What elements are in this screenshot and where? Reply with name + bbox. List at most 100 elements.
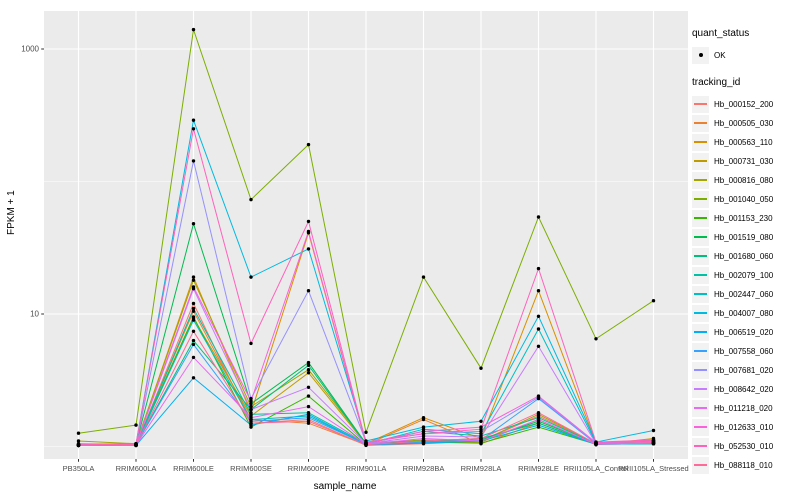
legend-item-label: Hb_001680_060: [714, 251, 774, 261]
legend-key-box: [692, 152, 709, 170]
legend-line-swatch: [694, 198, 707, 200]
legend-item: Hb_006519_020: [692, 323, 800, 341]
data-point: [191, 338, 196, 343]
data-point: [76, 431, 81, 435]
data-point: [191, 27, 196, 32]
x-tick-label: RRIM600PE: [288, 464, 330, 473]
x-tick-label: RRII105LA_Stressed: [618, 464, 688, 473]
legend-line-swatch: [694, 426, 707, 428]
legend-key-box: [692, 285, 709, 303]
data-point: [536, 215, 541, 219]
data-point: [651, 438, 656, 442]
data-point: [479, 427, 483, 431]
data-point: [306, 229, 311, 234]
legend-item-label: Hb_000563_110: [714, 137, 773, 147]
legend-title-tracking-id: tracking_id: [692, 77, 741, 88]
data-point: [191, 329, 196, 333]
legend-tracking-items: Hb_000152_200 Hb_000505_030 Hb_000563_110 H…: [692, 95, 800, 474]
legend-item-label: Hb_000505_030: [714, 118, 774, 128]
x-tick-label: RRIM928BA: [403, 464, 445, 473]
data-point: [249, 402, 253, 406]
data-point: [479, 419, 483, 423]
legend-key-box: [692, 190, 709, 208]
data-point: [191, 159, 196, 163]
legend-item-label: Hb_000731_030: [714, 156, 774, 166]
data-point: [536, 394, 541, 398]
data-point: [249, 416, 253, 420]
legend-line-swatch: [694, 274, 707, 276]
data-point: [536, 423, 541, 427]
legend-key-box: [692, 171, 709, 189]
data-point: [249, 341, 253, 346]
legend-key-box: [692, 95, 709, 113]
legend-item-label: Hb_001040_050: [714, 194, 774, 204]
data-point: [191, 278, 196, 282]
data-point: [594, 337, 598, 341]
legend-line-swatch: [694, 141, 707, 143]
legend-line-swatch: [694, 388, 707, 390]
data-point: [191, 315, 196, 319]
data-point: [479, 366, 483, 370]
data-point: [306, 289, 311, 293]
legend-item-label: Hb_001519_080: [714, 232, 774, 242]
legend-item: Hb_000731_030: [692, 152, 800, 170]
legend-item-label: Hb_008642_020: [714, 384, 774, 394]
data-point: [191, 275, 196, 279]
legend-key-box: [692, 266, 709, 284]
legend: quant_status OK tracking_id Hb_000152_20…: [692, 28, 800, 475]
legend-item: Hb_001680_060: [692, 247, 800, 265]
legend-item-label: Hb_088118_010: [714, 460, 773, 470]
legend-key-box: [692, 418, 709, 436]
legend-line-swatch: [694, 312, 707, 314]
legend-key-box: [692, 46, 709, 64]
legend-item: Hb_000505_030: [692, 114, 800, 132]
legend-key-box: [692, 342, 709, 360]
data-point: [364, 430, 368, 434]
legend-key-box: [692, 380, 709, 398]
data-point: [306, 385, 311, 389]
legend-line-swatch: [694, 255, 707, 257]
data-point: [249, 197, 253, 202]
data-point: [651, 428, 656, 433]
data-point: [306, 394, 311, 398]
data-point: [306, 412, 311, 416]
data-point: [421, 439, 426, 443]
legend-item-label: Hb_000816_080: [714, 175, 774, 185]
data-point: [191, 285, 196, 289]
x-tick-label: RRII105LA_Control: [563, 464, 628, 473]
legend-item-label: Hb_007681_020: [714, 365, 774, 375]
data-point: [191, 342, 196, 347]
legend-item: Hb_001519_080: [692, 228, 800, 246]
data-point: [249, 407, 253, 412]
data-point: [306, 219, 311, 224]
legend-item: Hb_012633_010: [692, 418, 800, 436]
data-point: [536, 314, 541, 318]
data-point: [536, 327, 541, 331]
point-marker-icon: [698, 53, 703, 57]
legend-item-ok: OK: [692, 46, 800, 64]
data-point: [76, 443, 81, 448]
legend-item: Hb_007681_020: [692, 361, 800, 379]
data-point: [249, 421, 253, 425]
data-point: [249, 275, 253, 279]
data-point: [594, 442, 598, 446]
legend-item-label: Hb_011218_020: [714, 403, 773, 413]
legend-item: Hb_000563_110: [692, 133, 800, 151]
legend-line-swatch: [694, 160, 707, 162]
legend-key-box: [692, 361, 709, 379]
data-point: [421, 275, 426, 279]
data-point: [191, 306, 196, 311]
legend-line-swatch: [694, 122, 707, 124]
data-point: [651, 440, 656, 445]
legend-item: Hb_011218_020: [692, 399, 800, 417]
data-point: [191, 127, 196, 131]
legend-item: Hb_001153_230: [692, 209, 800, 227]
data-point: [306, 247, 311, 251]
legend-key-box: [692, 114, 709, 132]
legend-item: Hb_002079_100: [692, 266, 800, 284]
data-point: [421, 416, 426, 420]
data-point: [306, 360, 311, 365]
x-tick-label: RRIM901LA: [346, 464, 387, 473]
legend-item-label: Hb_052530_010: [714, 441, 774, 451]
data-point: [249, 396, 253, 401]
